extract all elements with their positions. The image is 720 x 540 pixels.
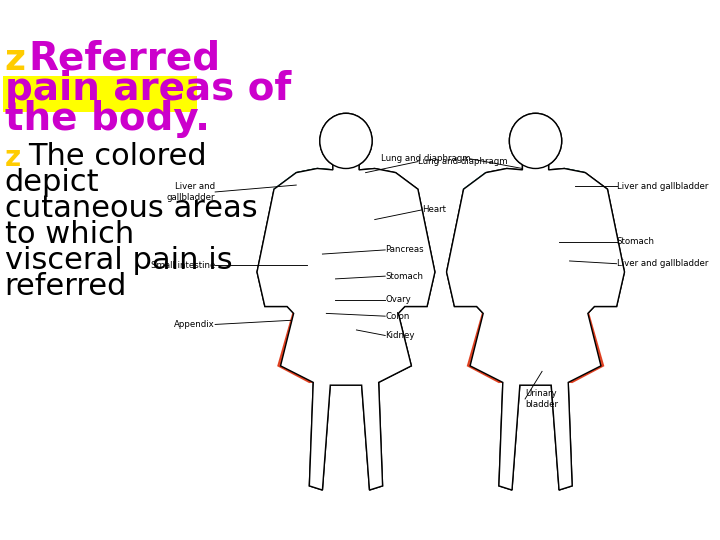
- Text: z: z: [5, 43, 26, 77]
- Text: to which: to which: [5, 220, 134, 249]
- Polygon shape: [549, 168, 588, 203]
- Text: Stomach: Stomach: [616, 237, 654, 246]
- Text: referred: referred: [5, 272, 127, 301]
- Polygon shape: [291, 168, 336, 203]
- Text: Kidney: Kidney: [385, 331, 415, 340]
- Text: Urinary
bladder: Urinary bladder: [525, 389, 558, 409]
- Polygon shape: [467, 310, 529, 382]
- Ellipse shape: [508, 330, 563, 380]
- Text: Pancreas: Pancreas: [385, 245, 424, 254]
- Text: cutaneous areas: cutaneous areas: [5, 194, 257, 223]
- Circle shape: [326, 337, 355, 367]
- Polygon shape: [446, 164, 624, 490]
- Text: pain areas of: pain areas of: [5, 70, 291, 108]
- Circle shape: [310, 255, 324, 269]
- Text: Liver and gallbladder: Liver and gallbladder: [616, 259, 708, 268]
- Circle shape: [312, 302, 328, 319]
- Text: visceral pain is: visceral pain is: [5, 246, 233, 275]
- Polygon shape: [278, 310, 356, 382]
- Polygon shape: [359, 173, 398, 203]
- Ellipse shape: [531, 229, 554, 265]
- Text: z: z: [5, 144, 21, 172]
- Circle shape: [304, 240, 325, 262]
- Circle shape: [531, 198, 562, 231]
- Circle shape: [321, 287, 345, 312]
- Circle shape: [509, 113, 562, 168]
- Text: Referred: Referred: [28, 40, 220, 78]
- FancyBboxPatch shape: [3, 76, 197, 112]
- Text: Lung and diaphragm: Lung and diaphragm: [418, 157, 508, 166]
- Polygon shape: [257, 164, 435, 490]
- Text: the body.: the body.: [5, 100, 210, 138]
- Circle shape: [320, 113, 372, 168]
- Text: depict: depict: [5, 168, 99, 197]
- Polygon shape: [464, 173, 499, 210]
- Text: Ovary: Ovary: [385, 295, 411, 304]
- Polygon shape: [542, 310, 603, 382]
- Text: Small intestine: Small intestine: [150, 261, 215, 269]
- Text: Heart: Heart: [422, 205, 446, 214]
- Circle shape: [297, 247, 316, 266]
- Text: Stomach: Stomach: [385, 272, 423, 281]
- Circle shape: [509, 113, 562, 168]
- Text: Appendix: Appendix: [174, 320, 215, 329]
- Text: Lung and diaphragm: Lung and diaphragm: [380, 154, 470, 163]
- Circle shape: [320, 113, 372, 168]
- Polygon shape: [354, 200, 363, 316]
- Ellipse shape: [557, 251, 577, 266]
- Polygon shape: [549, 173, 588, 203]
- Text: Colon: Colon: [385, 312, 410, 321]
- Circle shape: [336, 198, 382, 247]
- Text: Liver and gallbladder: Liver and gallbladder: [616, 182, 708, 191]
- Text: The colored: The colored: [28, 142, 207, 171]
- Polygon shape: [274, 173, 310, 210]
- Polygon shape: [446, 164, 624, 490]
- Text: Liver and
gallbladder: Liver and gallbladder: [166, 183, 215, 201]
- Polygon shape: [257, 164, 435, 490]
